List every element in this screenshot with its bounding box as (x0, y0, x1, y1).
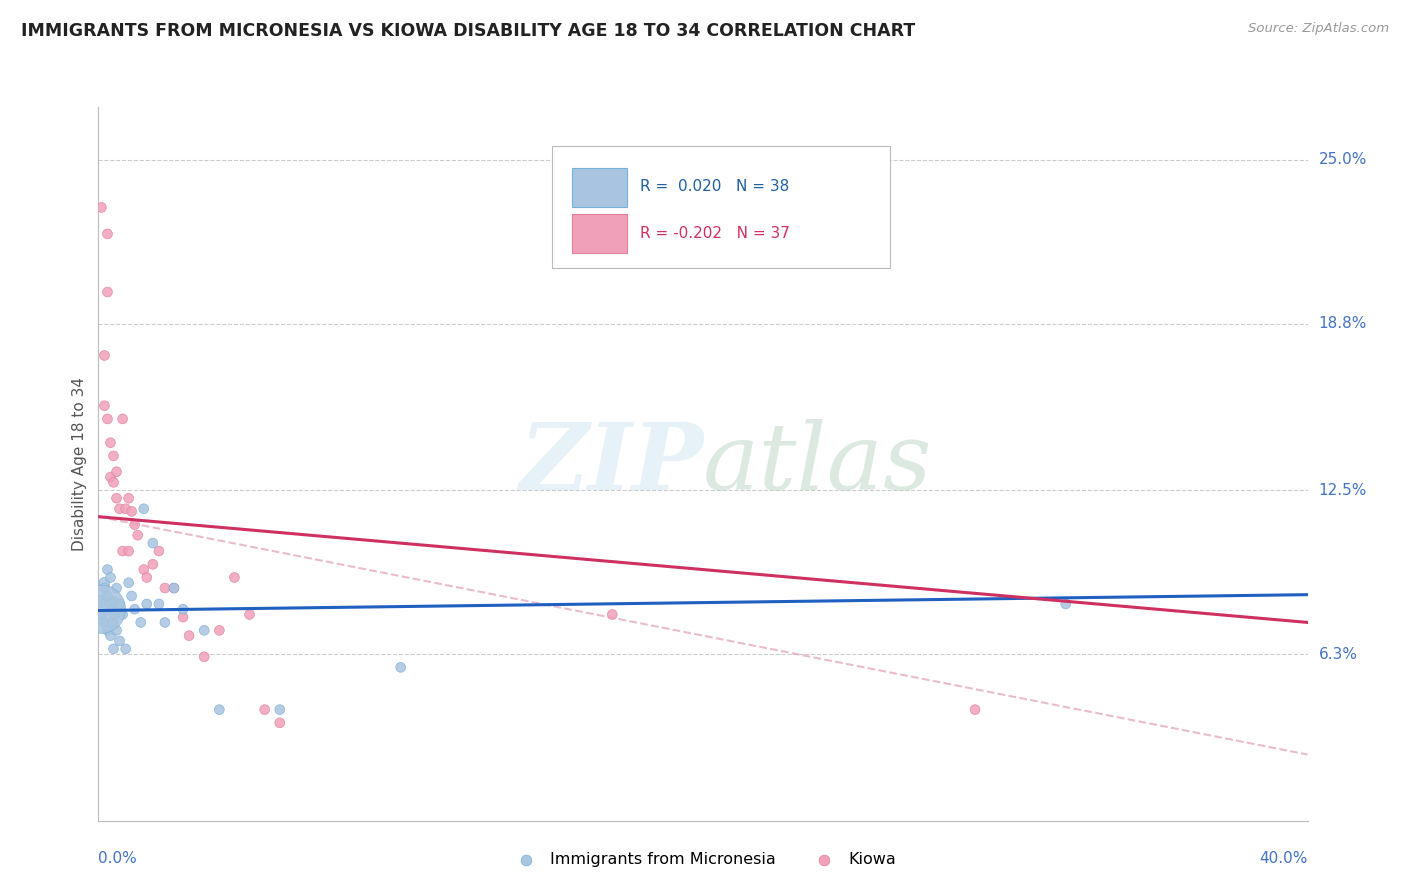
Point (153, 615, 176, 630)
Text: R =  0.020   N = 38: R = 0.020 N = 38 (640, 179, 789, 194)
Point (224, 570, 246, 584)
Point (124, 602, 146, 616)
Point (132, 563, 155, 577)
FancyBboxPatch shape (551, 146, 890, 268)
Point (602, 607, 624, 622)
Point (103, 641, 125, 656)
Text: 40.0%: 40.0% (1260, 851, 1308, 866)
Point (135, 570, 157, 584)
Point (172, 602, 194, 616)
Text: 0.0%: 0.0% (98, 851, 138, 866)
Text: Source: ZipAtlas.com: Source: ZipAtlas.com (1249, 22, 1389, 36)
Point (118, 575, 141, 590)
Point (135, 597, 157, 611)
Text: atlas: atlas (703, 419, 932, 508)
Point (148, 544, 170, 558)
Point (105, 624, 128, 638)
Point (105, 491, 128, 506)
Text: R = -0.202   N = 37: R = -0.202 N = 37 (640, 226, 790, 241)
Point (93, 575, 115, 590)
Point (127, 528, 149, 542)
Text: 12.5%: 12.5% (1319, 483, 1367, 498)
FancyBboxPatch shape (572, 214, 627, 253)
Text: 6.3%: 6.3% (1319, 647, 1358, 662)
Point (124, 517, 146, 532)
Y-axis label: Disability Age 18 to 34: Disability Age 18 to 34 (72, 376, 87, 551)
Point (389, 660, 412, 674)
Point (239, 607, 262, 622)
Point (121, 504, 143, 518)
Point (111, 544, 134, 558)
Point (114, 501, 136, 516)
Point (96, 624, 118, 638)
Point (100, 435, 122, 450)
Point (103, 449, 125, 463)
Point (269, 715, 291, 730)
Point (100, 602, 122, 616)
Point (90, 594, 112, 608)
Point (100, 470, 122, 484)
Point (96, 589, 118, 603)
Point (118, 544, 141, 558)
Point (103, 615, 125, 630)
Point (108, 634, 131, 648)
Point (90, 602, 112, 616)
Point (96, 227, 118, 241)
Point (108, 597, 131, 611)
Point (163, 581, 186, 595)
Point (93, 581, 115, 595)
Point (148, 597, 170, 611)
Point (103, 475, 125, 490)
Point (100, 570, 122, 584)
Point (208, 624, 231, 638)
Text: IMMIGRANTS FROM MICRONESIA VS KIOWA DISABILITY AGE 18 TO 34 CORRELATION CHART: IMMIGRANTS FROM MICRONESIA VS KIOWA DISA… (21, 22, 915, 40)
Point (93, 399, 115, 413)
Point (111, 412, 134, 426)
Point (90, 607, 112, 622)
Point (1054, 597, 1077, 611)
Point (253, 703, 276, 717)
Point (193, 624, 215, 638)
Text: 18.8%: 18.8% (1319, 317, 1367, 331)
Point (111, 607, 134, 622)
Point (93, 349, 115, 363)
Text: ZIP: ZIP (519, 419, 703, 508)
Point (96, 412, 118, 426)
Point (121, 589, 143, 603)
FancyBboxPatch shape (572, 168, 627, 207)
Point (208, 703, 231, 717)
Text: 25.0%: 25.0% (1319, 153, 1367, 168)
Point (103, 607, 125, 622)
Point (93, 615, 115, 630)
Point (105, 465, 128, 479)
Point (96, 285, 118, 299)
Point (100, 629, 122, 643)
Point (96, 563, 118, 577)
Point (118, 491, 141, 506)
Point (90, 201, 112, 215)
Point (153, 581, 176, 595)
Point (269, 703, 291, 717)
Legend: Immigrants from Micronesia, Kiowa: Immigrants from Micronesia, Kiowa (503, 846, 903, 873)
Point (142, 536, 165, 550)
Point (105, 581, 128, 595)
Point (129, 615, 152, 630)
Point (132, 501, 155, 516)
Point (108, 501, 131, 516)
Point (163, 581, 186, 595)
Point (193, 649, 215, 664)
Point (177, 629, 201, 643)
Point (965, 703, 987, 717)
Point (114, 641, 136, 656)
Point (172, 610, 194, 624)
Point (103, 594, 125, 608)
Point (142, 558, 165, 572)
